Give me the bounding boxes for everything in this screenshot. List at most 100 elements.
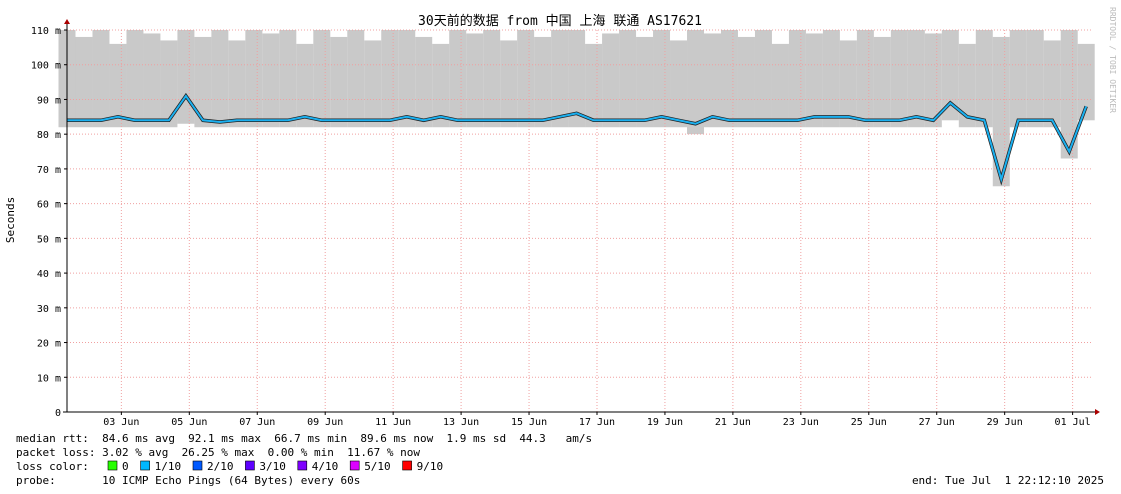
- x-tick-label: 09 Jun: [307, 417, 343, 428]
- legend-label: 9/10: [417, 460, 444, 473]
- smoke: [805, 33, 823, 128]
- smoke: [822, 30, 840, 128]
- smoke: [279, 30, 297, 128]
- y-tick-label: 50 m: [37, 234, 61, 245]
- smoke: [466, 33, 484, 128]
- legend-label: 1/10: [155, 460, 182, 473]
- x-tick-label: 01 Jul: [1055, 417, 1091, 428]
- x-tick-label: 21 Jun: [715, 417, 751, 428]
- smoke: [720, 30, 738, 128]
- smoke: [75, 36, 93, 128]
- y-axis-label: Seconds: [4, 197, 17, 243]
- legend-label: 3/10: [259, 460, 286, 473]
- axis-arrow: [64, 19, 70, 24]
- x-tick-label: 05 Jun: [171, 417, 207, 428]
- y-tick-label: 70 m: [37, 165, 61, 176]
- smoke: [737, 36, 755, 128]
- x-tick-label: 29 Jun: [987, 417, 1023, 428]
- y-tick-label: 80 m: [37, 130, 61, 141]
- smoke: [1077, 43, 1095, 121]
- smoke: [160, 40, 178, 128]
- smoke: [398, 30, 416, 128]
- legend-swatch: [349, 460, 360, 471]
- smoke: [636, 36, 654, 128]
- smoke: [856, 30, 874, 128]
- smoke: [92, 30, 110, 128]
- watermark: RRDTOOL / TOBI OETIKER: [1108, 7, 1117, 113]
- smoke: [177, 30, 195, 124]
- smoke: [313, 30, 331, 128]
- x-tick-label: 07 Jun: [239, 417, 275, 428]
- smoke: [347, 30, 365, 128]
- y-tick-label: 90 m: [37, 95, 61, 106]
- smoke: [449, 30, 467, 128]
- legend-label: 4/10: [312, 460, 339, 473]
- legend-swatch: [297, 460, 308, 471]
- x-tick-label: 23 Jun: [783, 417, 819, 428]
- y-tick-label: 0: [55, 408, 61, 419]
- smoke: [958, 43, 976, 128]
- smoke: [602, 33, 620, 128]
- x-tick-label: 15 Jun: [511, 417, 547, 428]
- smoke: [653, 30, 671, 128]
- smoke: [1060, 30, 1078, 159]
- end-time: end: Tue Jul 1 22:12:10 2025: [912, 474, 1104, 487]
- smoke: [670, 40, 688, 128]
- y-tick-label: 40 m: [37, 269, 61, 280]
- x-tick-label: 25 Jun: [851, 417, 887, 428]
- smoke: [1009, 30, 1027, 128]
- x-tick-label: 17 Jun: [579, 417, 615, 428]
- smoke: [500, 40, 518, 128]
- smoke: [517, 30, 535, 128]
- smoke: [551, 30, 569, 128]
- median-rtt: median rtt: 84.6 ms avg 92.1 ms max 66.7…: [16, 432, 592, 445]
- smoke: [1043, 40, 1061, 128]
- smoke: [788, 30, 806, 128]
- axis-arrow: [1095, 409, 1100, 415]
- smoke: [924, 33, 942, 128]
- packet-loss: packet loss: 3.02 % avg 26.25 % max 0.00…: [16, 446, 420, 459]
- smoke: [1026, 30, 1044, 128]
- legend-label: 2/10: [207, 460, 234, 473]
- smoke: [941, 30, 959, 121]
- legend-swatch: [192, 460, 203, 471]
- legend-swatch: [107, 460, 118, 471]
- x-tick-label: 03 Jun: [103, 417, 139, 428]
- legend-label: 0: [122, 460, 129, 473]
- smoke: [245, 30, 263, 128]
- probe: probe: 10 ICMP Echo Pings (64 Bytes) eve…: [16, 474, 360, 487]
- y-tick-label: 30 m: [37, 304, 61, 315]
- x-tick-label: 13 Jun: [443, 417, 479, 428]
- smoke: [296, 43, 314, 128]
- y-tick-label: 100 m: [31, 61, 61, 72]
- smoke: [415, 36, 433, 128]
- smoke: [381, 30, 399, 128]
- smoke: [890, 30, 908, 128]
- smoke: [211, 30, 229, 128]
- smoke: [194, 36, 212, 128]
- smoke: [483, 30, 501, 128]
- y-tick-label: 20 m: [37, 339, 61, 350]
- smoke: [992, 36, 1010, 187]
- smoke: [771, 43, 789, 128]
- smoke: [704, 33, 721, 128]
- y-tick-label: 10 m: [37, 373, 61, 384]
- loss-color-label: loss color:: [16, 460, 89, 473]
- smoke: [126, 30, 144, 128]
- legend-label: 5/10: [364, 460, 391, 473]
- smoke: [330, 36, 348, 128]
- smoke: [262, 33, 280, 128]
- y-tick-label: 60 m: [37, 200, 61, 211]
- smoke: [907, 30, 925, 128]
- smoke: [975, 30, 993, 128]
- smoke: [568, 30, 586, 128]
- chart-title: 30天前的数据 from 中国 上海 联通 AS17621: [418, 13, 702, 29]
- smoke: [364, 40, 382, 128]
- x-tick-label: 19 Jun: [647, 417, 683, 428]
- smoke: [534, 36, 552, 128]
- x-tick-label: 11 Jun: [375, 417, 411, 428]
- legend-swatch: [245, 460, 255, 471]
- legend-swatch: [140, 460, 150, 471]
- smoke: [109, 43, 127, 128]
